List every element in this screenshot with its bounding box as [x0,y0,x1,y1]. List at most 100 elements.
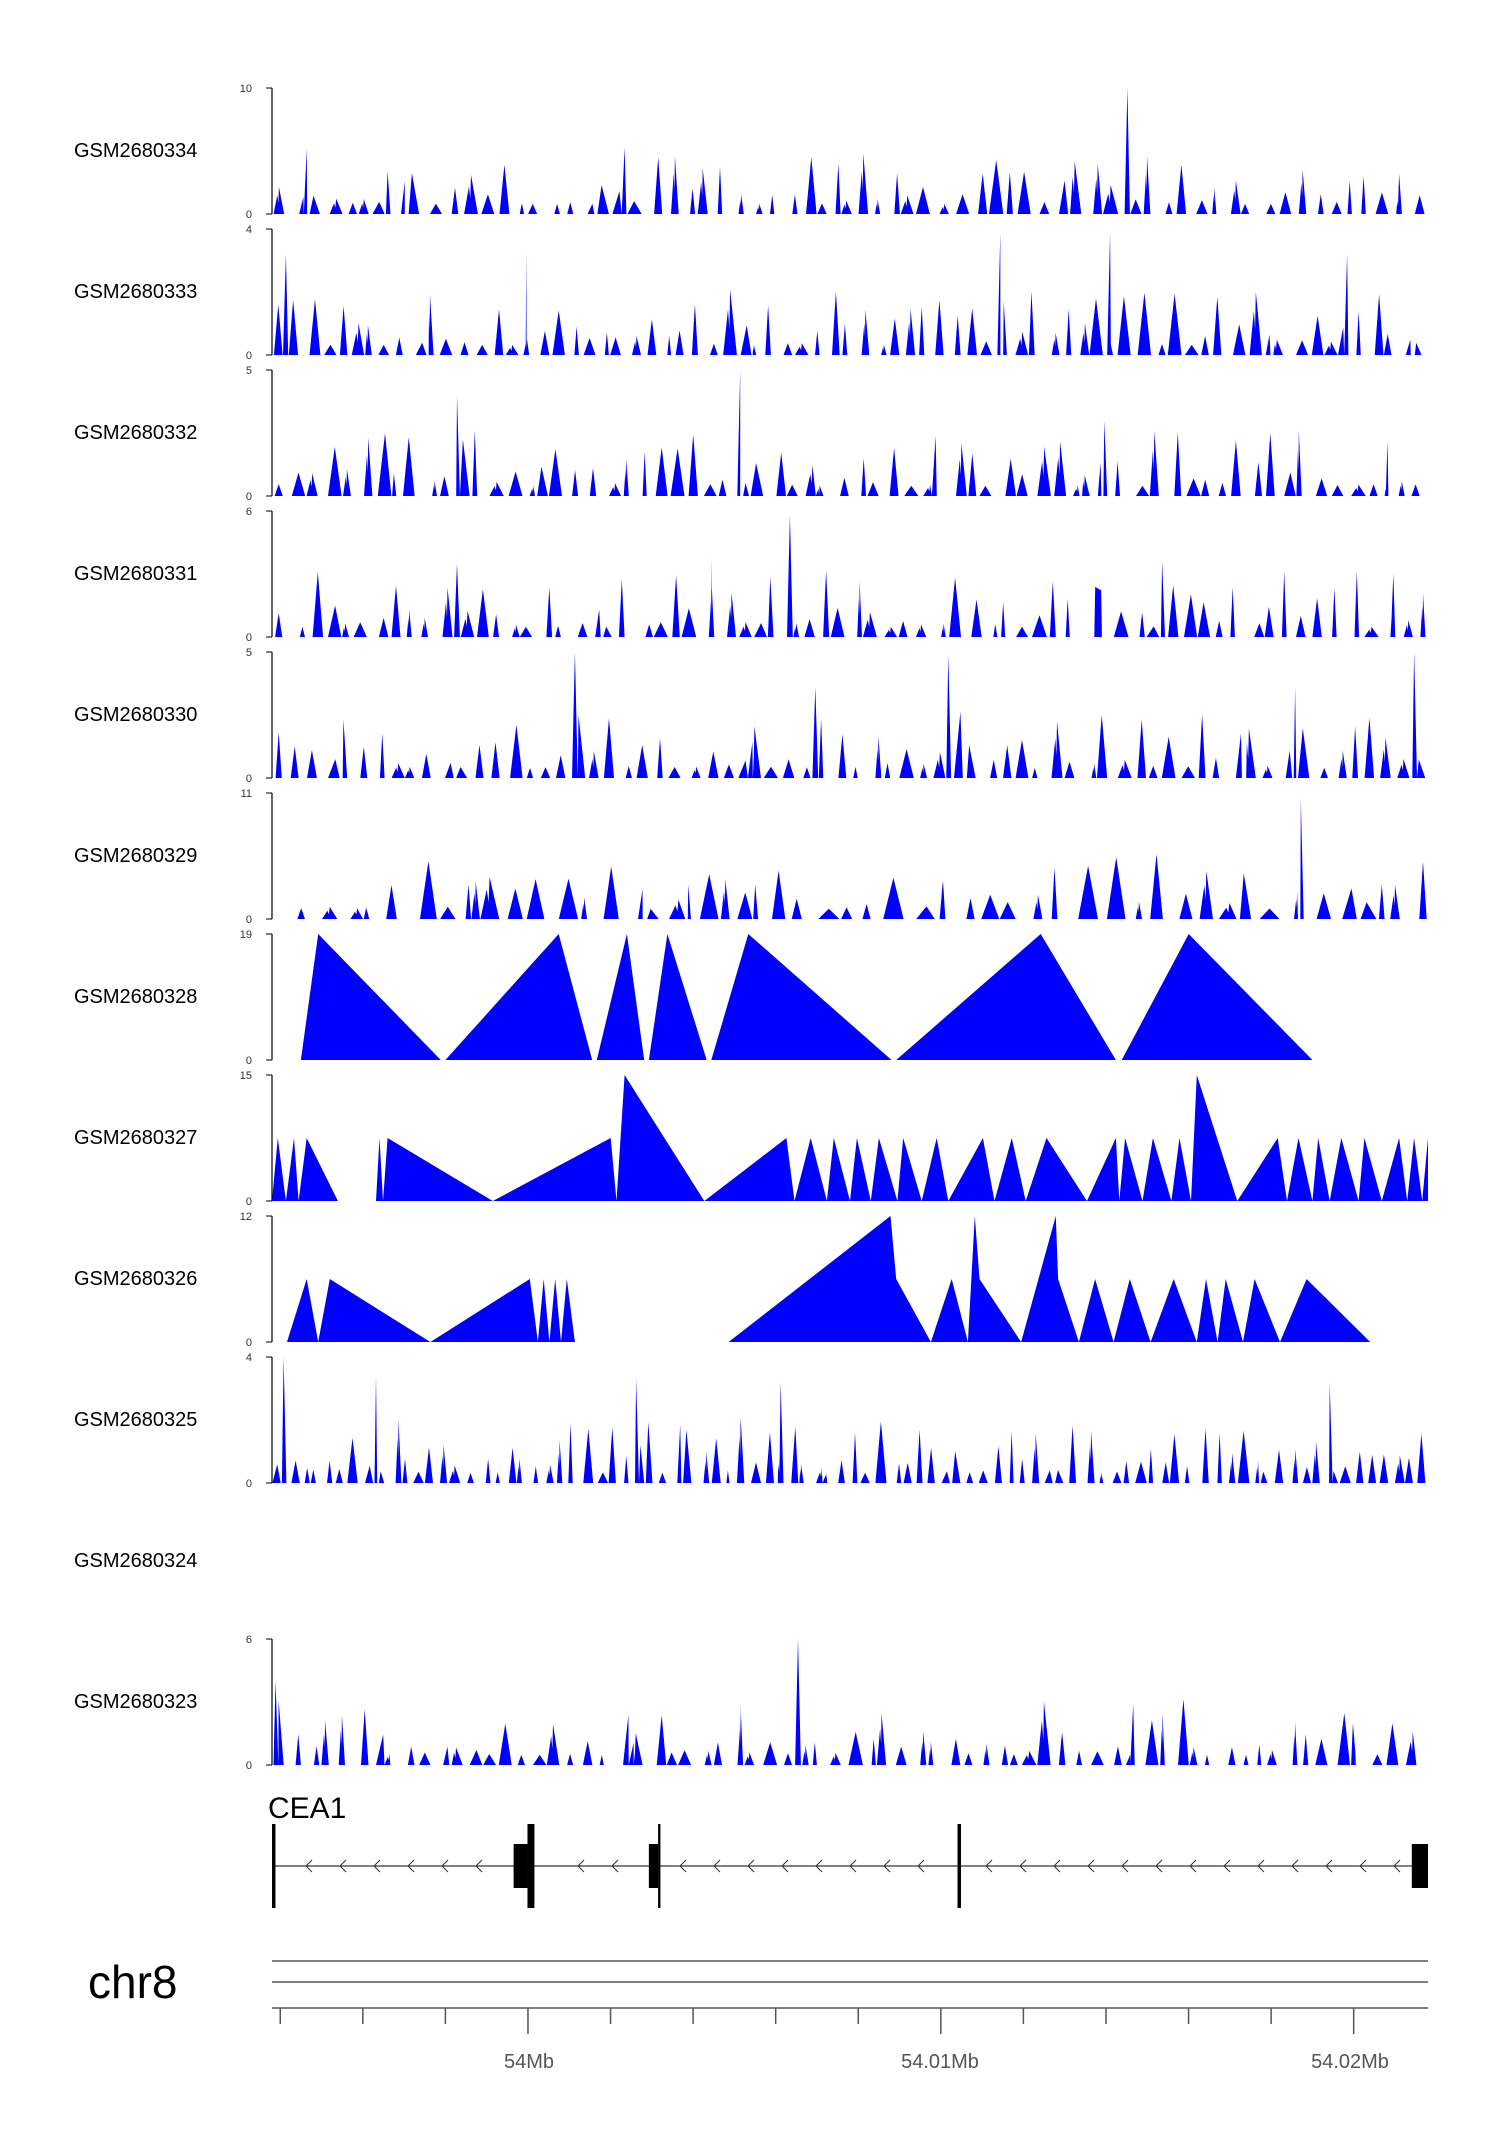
signal-tracks: GSM2680334100GSM268033340GSM268033250GSM… [74,83,1429,1772]
strand-arrow [1053,1859,1061,1873]
y-axis-max-label: 5 [246,647,252,659]
track-label: GSM2680332 [74,422,197,444]
y-axis-max-label: 19 [240,929,252,941]
track-GSM2680327: GSM2680327 15 0 [74,1070,1428,1208]
strand-arrow [475,1859,483,1873]
y-axis-min-label: 0 [246,350,252,362]
strand-arrow [883,1859,891,1873]
signal-area [272,88,1428,214]
track-label: GSM2680324 [74,1550,197,1572]
gene-name-label: CEA1 [268,1792,346,1825]
y-axis-min-label: 0 [246,1478,252,1490]
axis-label-54mb: 54Mb [504,2051,554,2073]
track-label: GSM2680329 [74,845,197,867]
strand-arrow [1155,1859,1163,1873]
gene-model [272,1824,1428,1908]
signal-area [272,515,1428,637]
y-axis-min-label: 0 [246,914,252,926]
signal-area [272,232,1428,355]
exon-block [1411,1844,1428,1888]
strand-arrow [1325,1859,1333,1873]
chromosome-label: chr8 [88,1956,177,2008]
exon-block [658,1824,661,1908]
strand-arrow [339,1859,347,1873]
track-GSM2680324: GSM2680324 [74,1550,197,1572]
track-GSM2680331: GSM2680331 6 0 [74,506,1428,644]
exon-block [272,1824,276,1908]
y-axis-max-label: 4 [246,224,252,236]
track-label: GSM2680323 [74,1691,197,1713]
strand-arrow [1189,1859,1197,1873]
strand-arrow [611,1859,619,1873]
track-GSM2680332: GSM2680332 5 0 [74,365,1428,503]
signal-area [272,370,1428,496]
y-axis-min-label: 0 [246,1760,252,1772]
strand-arrow [407,1859,415,1873]
axis-label-54-01mb: 54.01Mb [901,2051,979,2073]
strand-arrow [1223,1859,1231,1873]
strand-arrow [1359,1859,1367,1873]
strand-arrow [781,1859,789,1873]
strand-arrow [1257,1859,1265,1873]
track-GSM2680323: GSM2680323 6 0 [74,1634,1417,1772]
genome-axis: 54Mb 54.01Mb 54.02Mb [272,2007,1428,2073]
track-label: GSM2680330 [74,704,197,726]
track-GSM2680333: GSM2680333 4 0 [74,224,1428,362]
gene-track: CEA1 [268,1792,1428,1908]
track-GSM2680328: GSM2680328 19 0 [74,929,1313,1067]
track-GSM2680325: GSM2680325 4 0 [74,1352,1428,1490]
exon-block [957,1824,961,1908]
track-label: GSM2680325 [74,1409,197,1431]
signal-area [272,1075,1428,1201]
y-axis-max-label: 5 [246,365,252,377]
y-axis-max-label: 6 [246,506,252,518]
track-label: GSM2680328 [74,986,197,1008]
track-GSM2680330: GSM2680330 5 0 [74,647,1428,785]
strand-arrow [1121,1859,1129,1873]
y-axis-max-label: 11 [241,788,252,800]
strand-arrow [1087,1859,1095,1873]
strand-arrow [373,1859,381,1873]
track-label: GSM2680334 [74,140,197,162]
signal-area [272,1357,1428,1483]
strand-arrow [815,1859,823,1873]
signal-area [287,1216,1371,1342]
strand-arrow [305,1859,313,1873]
exon-block [648,1844,659,1888]
axis-label-54-02mb: 54.02Mb [1311,2051,1389,2073]
strand-arrow [679,1859,687,1873]
y-axis-min-label: 0 [246,491,252,503]
y-axis-max-label: 12 [240,1211,252,1223]
strand-arrow [1393,1859,1401,1873]
y-axis-max-label: 10 [240,83,252,95]
track-label: GSM2680327 [74,1127,197,1149]
strand-arrow [577,1859,585,1873]
strand-arrow [441,1859,449,1873]
track-GSM2680334: GSM2680334 10 0 [74,83,1428,221]
y-axis-min-label: 0 [246,1337,252,1349]
y-axis-min-label: 0 [246,1055,252,1067]
signal-area [300,934,1313,1060]
track-label: GSM2680326 [74,1268,197,1290]
y-axis-max-label: 6 [246,1634,252,1646]
strand-arrow [849,1859,857,1873]
signal-area [272,1639,1417,1765]
y-axis-min-label: 0 [246,209,252,221]
signal-area [291,798,1429,919]
strand-arrow [1019,1859,1027,1873]
chromosome-ideogram: chr8 [88,1956,1428,2008]
axis-ticks [279,2008,1355,2034]
exon-block [513,1844,528,1888]
y-axis-max-label: 4 [246,1352,252,1364]
strand-arrow [1291,1859,1299,1873]
y-axis-min-label: 0 [246,1196,252,1208]
y-axis-min-label: 0 [246,773,252,785]
signal-area [272,652,1428,778]
track-label: GSM2680333 [74,281,197,303]
track-GSM2680329: GSM2680329 11 0 [74,788,1429,926]
y-axis-min-label: 0 [246,632,252,644]
strand-arrow [985,1859,993,1873]
track-GSM2680326: GSM2680326 12 0 [74,1211,1371,1349]
strand-arrow [747,1859,755,1873]
